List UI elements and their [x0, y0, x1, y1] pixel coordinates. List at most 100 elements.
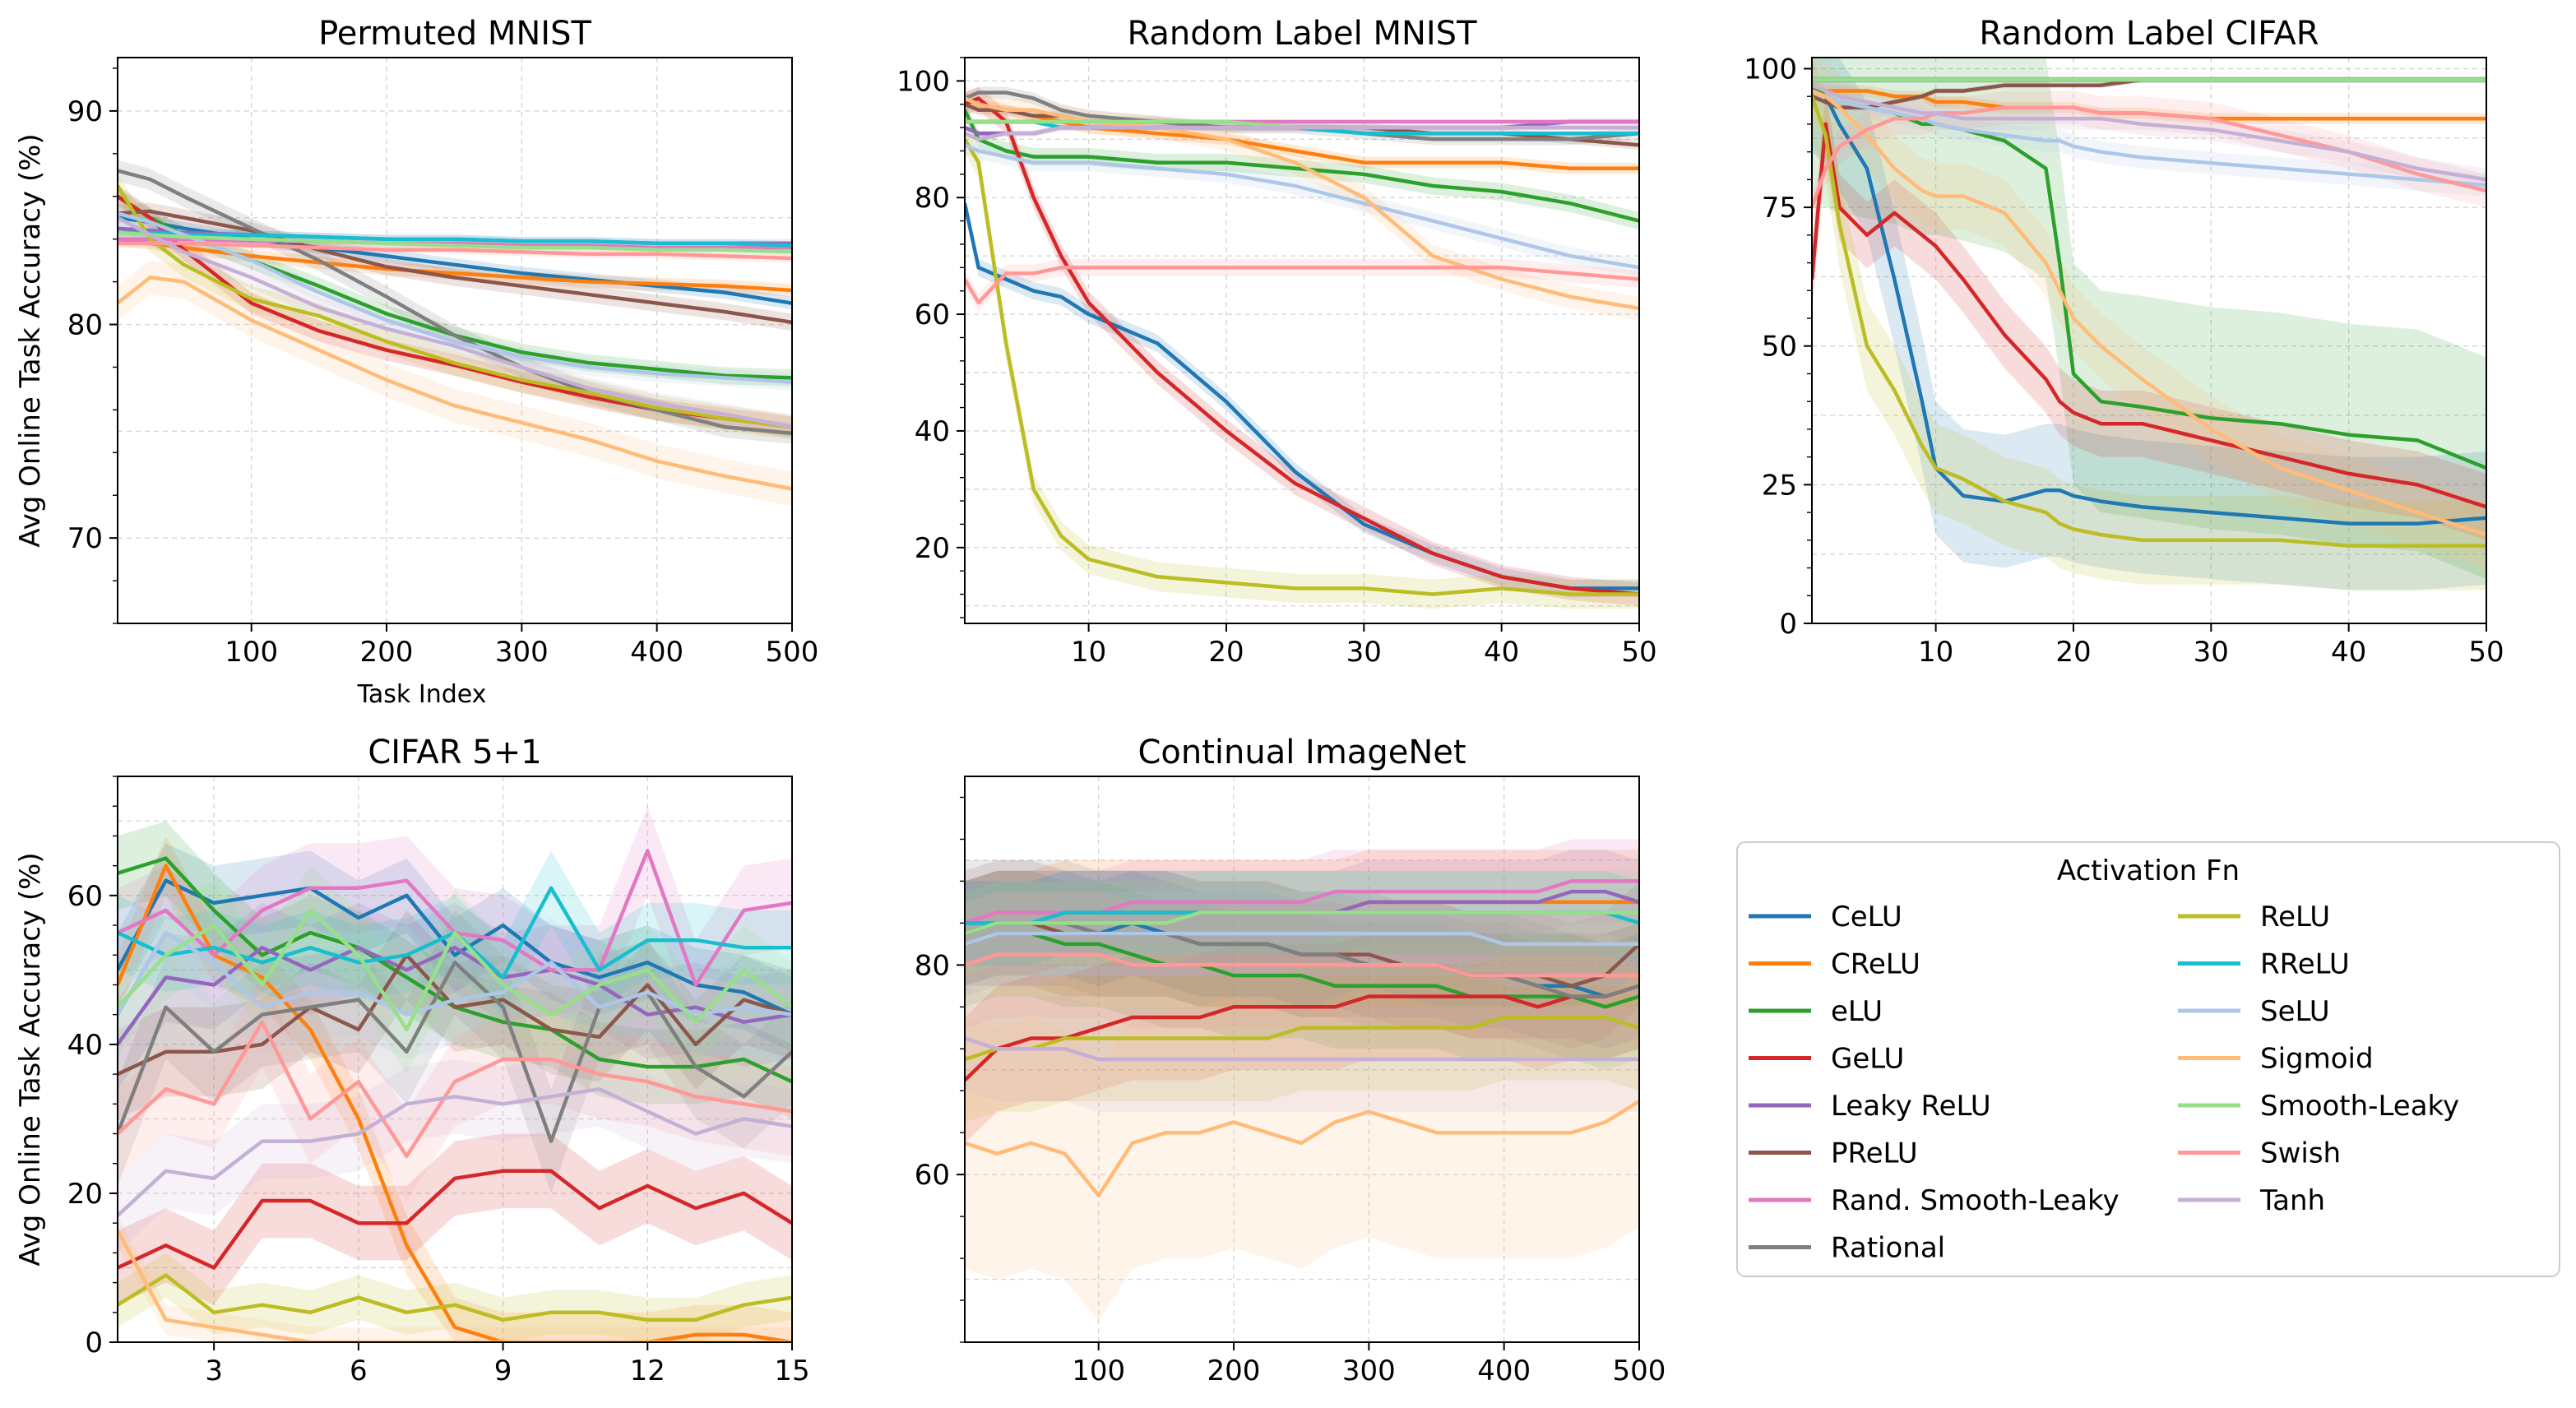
series-line-relu: [118, 1273, 792, 1322]
legend-box: [1736, 841, 2560, 1277]
series-line-crelu: [118, 864, 792, 1342]
y-tick-label: 60: [67, 880, 103, 913]
series-line-smooth-leaky: [118, 908, 792, 1032]
band-celu: [1812, 58, 2486, 591]
y-tick-label: 40: [915, 415, 950, 448]
y-tick-label: 75: [1762, 192, 1797, 225]
series-line-elu: [965, 931, 1639, 1009]
band-swish: [965, 258, 1639, 312]
series-line-celu: [1812, 83, 2486, 526]
series-line-rational: [965, 921, 1639, 998]
band-smooth-leaky: [118, 865, 792, 1075]
legend-label-sigmoid: Sigmoid: [2260, 1043, 2374, 1076]
y-tick-label: 25: [1762, 469, 1797, 502]
legend-label-smooth-leaky: Smooth-Leaky: [2260, 1090, 2459, 1123]
series-line-elu: [965, 109, 1639, 223]
legend-label-gelu: GeLU: [1831, 1043, 1904, 1076]
band-relu: [1812, 58, 2486, 591]
plot-area: [118, 806, 792, 1342]
series-line-celu: [118, 215, 792, 305]
series-line-celu: [118, 878, 792, 1017]
series-line-tanh: [1812, 83, 2486, 182]
x-tick-label: 12: [630, 1355, 665, 1387]
y-tick-label: 80: [915, 949, 950, 982]
legend-label-rrelu: RReLU: [2260, 948, 2350, 981]
band-prelu: [965, 100, 1639, 151]
x-tick-label: 6: [350, 1355, 368, 1387]
panel-title: Continual ImageNet: [1137, 734, 1466, 771]
panel-cifar-5-1: 3 6 9 12 15 0 20 40 60 CIFAR 5+1 Avg Online Task A…: [14, 734, 810, 1387]
band-smooth-leaky: [965, 870, 1639, 976]
band-crelu: [118, 232, 792, 297]
series-line-selu: [118, 211, 792, 384]
series-line-selu: [965, 143, 1639, 270]
x-tick-label: 100: [225, 636, 278, 669]
panel-title: CIFAR 5+1: [368, 734, 541, 771]
x-tick-label: 9: [494, 1355, 512, 1387]
series-line-sigmoid: [965, 96, 1639, 311]
x-tick-label: 400: [630, 636, 683, 669]
legend-label-selu: SeLU: [2260, 995, 2330, 1028]
band-rrelu: [965, 870, 1639, 966]
series-line-leaky-relu: [118, 945, 792, 1046]
legend-label-relu: ReLU: [2260, 901, 2330, 933]
band-rational: [118, 910, 792, 1193]
band-gelu: [965, 923, 1639, 1143]
plot-area: [1812, 58, 2486, 591]
y-tick-label: 80: [67, 309, 103, 342]
axes-frame: [117, 776, 793, 1343]
series-line-sigmoid: [1812, 89, 2486, 537]
y-tick-label: 100: [897, 65, 950, 98]
axes-frame: [964, 776, 1640, 1343]
legend-label-rand-smooth-leaky: Rand. Smooth-Leaky: [1831, 1184, 2120, 1217]
band-sigmoid: [965, 86, 1639, 321]
x-tick-label: 300: [495, 636, 549, 669]
band-gelu: [118, 1133, 792, 1305]
x-tick-label: 200: [1207, 1355, 1261, 1387]
band-crelu: [118, 836, 792, 1342]
y-tick-label: 20: [915, 532, 950, 565]
x-tick-label: 20: [2055, 636, 2091, 669]
series-line-sigmoid: [118, 276, 792, 491]
band-selu: [118, 205, 792, 391]
band-elu: [1812, 58, 2486, 579]
series-line-sigmoid: [118, 1230, 792, 1342]
series-line-swish: [118, 241, 792, 261]
band-tanh: [1812, 74, 2486, 191]
legend-label-tanh: Tanh: [2259, 1184, 2325, 1217]
x-tick-label: 200: [360, 636, 414, 669]
legend: Activation Fn CeLU CReLU eLU GeLU Leaky ReLU P…: [1736, 841, 2560, 1277]
band-crelu: [965, 92, 1639, 174]
y-tick-label: 60: [915, 1159, 950, 1192]
band-leaky-relu: [965, 850, 1639, 966]
panel-random-label-cifar: 10 20 30 40 50 0 25 50 75 100 Random Label CIFAR: [1744, 15, 2504, 669]
band-celu: [118, 211, 792, 310]
series-line-selu: [965, 931, 1639, 947]
series-line-gelu: [965, 984, 1639, 1082]
axes-frame: [117, 57, 793, 624]
axes-frame: [1811, 57, 2487, 624]
plot-area: [965, 839, 1639, 1322]
band-relu: [118, 1253, 792, 1342]
y-tick-label: 80: [915, 182, 950, 215]
x-tick-label: 400: [1477, 1355, 1531, 1387]
series-line-prelu: [118, 953, 792, 1077]
band-selu: [1812, 80, 2486, 197]
series-line-selu: [1812, 89, 2486, 188]
x-tick-label: 15: [774, 1355, 809, 1387]
x-tick-label: 50: [2468, 636, 2504, 669]
x-tick-label: 50: [1621, 636, 1656, 669]
x-tick-label: 20: [1208, 636, 1244, 669]
series-line-swish: [965, 266, 1639, 305]
series-line-relu: [965, 138, 1639, 596]
series-line-rational: [965, 90, 1639, 141]
band-elu: [965, 870, 1639, 1070]
x-tick-label: 100: [1072, 1355, 1125, 1387]
series-line-relu: [965, 1015, 1639, 1062]
band-crelu: [965, 850, 1639, 986]
series-line-gelu: [118, 1169, 792, 1270]
series-line-tanh: [965, 1036, 1639, 1062]
x-tick-label: 30: [1346, 636, 1382, 669]
series-line-gelu: [1812, 122, 2486, 509]
